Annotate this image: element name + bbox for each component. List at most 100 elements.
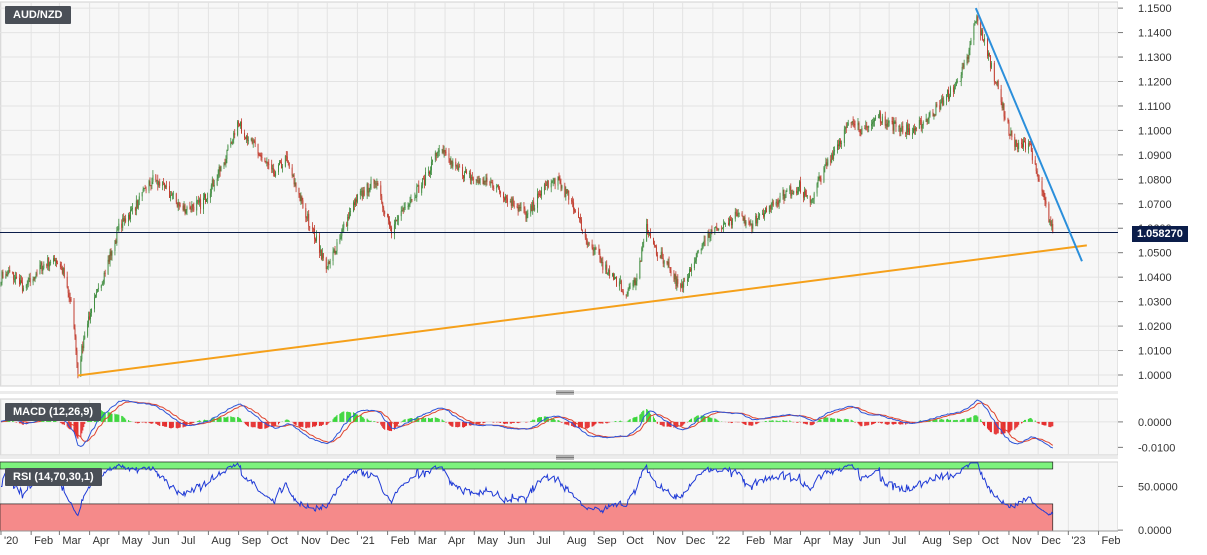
candle-body	[790, 186, 792, 196]
candle-body	[491, 182, 493, 184]
candle-body	[342, 227, 344, 230]
candle-body	[980, 20, 982, 36]
candle-body	[280, 162, 282, 168]
candle-body	[341, 229, 343, 237]
candle-body	[871, 124, 873, 126]
candle-body	[914, 128, 915, 131]
candle-body	[138, 196, 140, 201]
candle-body	[251, 138, 253, 144]
candle-body	[922, 121, 924, 126]
candle-body	[714, 227, 716, 232]
candle-body	[558, 177, 560, 181]
candle-body	[190, 209, 192, 210]
candle-body	[564, 185, 566, 197]
candle-body	[530, 205, 532, 214]
candle-body	[696, 251, 698, 254]
candle-body	[800, 181, 801, 193]
candle-body	[844, 127, 846, 130]
candle-body	[431, 159, 433, 162]
candle-body	[1008, 121, 1010, 135]
candle-body	[798, 187, 800, 192]
candle-body	[233, 132, 235, 141]
macd-line	[0, 399, 1054, 449]
candle-body	[411, 199, 413, 201]
candle-body	[1049, 221, 1051, 223]
candle-body	[408, 204, 410, 207]
candle-body	[383, 207, 385, 212]
candle-body	[497, 184, 499, 187]
support-trendline[interactable]	[77, 244, 1087, 377]
candle-body	[367, 183, 369, 193]
candle-body	[422, 178, 424, 186]
candle-body	[300, 196, 302, 202]
candle-body	[225, 159, 227, 164]
candle-body	[227, 145, 229, 150]
candle-body	[825, 162, 827, 166]
candle-body	[226, 149, 228, 160]
resistance-trendline[interactable]	[974, 7, 1083, 262]
time-tick-label: Sep	[953, 535, 973, 547]
trendlines[interactable]	[77, 7, 1087, 377]
candle-body	[693, 262, 695, 268]
candle-body	[1042, 191, 1044, 193]
candle-body	[984, 38, 986, 41]
candle-body	[184, 205, 186, 214]
candle-body	[634, 279, 636, 286]
price-tick-label: 1.1400	[1138, 28, 1172, 40]
candle-body	[796, 190, 798, 194]
candle-body	[823, 167, 825, 182]
candle-body	[241, 121, 242, 133]
candles	[0, 14, 1118, 379]
candle-body	[1041, 180, 1043, 192]
candle-body	[867, 126, 869, 128]
symbol-label: AUD/NZD	[5, 6, 71, 24]
candle-body	[438, 150, 440, 152]
candle-body	[756, 215, 758, 224]
candle-body	[315, 239, 316, 242]
candle-body	[593, 249, 595, 251]
candle-body	[274, 174, 276, 177]
candle-body	[157, 180, 159, 186]
candle-body	[376, 183, 378, 185]
candle-body	[441, 149, 443, 151]
candle-body	[955, 81, 957, 86]
time-tick-label: Mar	[418, 535, 437, 547]
candle-body	[1024, 140, 1025, 143]
candle-body	[428, 171, 429, 173]
time-tick-label: '22	[716, 535, 730, 547]
candle-body	[396, 220, 398, 222]
candle-body	[470, 176, 472, 181]
candle-body	[737, 212, 739, 216]
candle-body	[1022, 143, 1024, 148]
candle-body	[107, 259, 109, 275]
candle-body	[61, 267, 63, 274]
candle-body	[425, 172, 427, 186]
candle-body	[137, 200, 139, 208]
time-tick-label: Jul	[537, 535, 551, 547]
candle-body	[884, 116, 886, 126]
candle-body	[47, 257, 49, 267]
candle-body	[464, 172, 465, 179]
candle-body	[220, 166, 222, 172]
candle-body	[121, 223, 123, 228]
candle-body	[360, 190, 362, 192]
candle-body	[35, 273, 37, 277]
candle-body	[182, 205, 184, 210]
candle-body	[861, 128, 863, 134]
candle-body	[46, 264, 48, 267]
candle-body	[770, 205, 772, 210]
candle-body	[676, 279, 678, 287]
candle-body	[561, 185, 563, 189]
panel-splitters[interactable]	[0, 390, 1118, 460]
candle-body	[735, 211, 737, 215]
candle-body	[641, 247, 643, 262]
candle-body	[906, 124, 908, 134]
candle-body	[22, 288, 24, 292]
candle-body	[513, 205, 515, 207]
candle-body	[213, 185, 215, 187]
time-tick-label: Dec	[330, 535, 350, 547]
candle-body	[879, 112, 881, 123]
candle-body	[28, 278, 30, 280]
